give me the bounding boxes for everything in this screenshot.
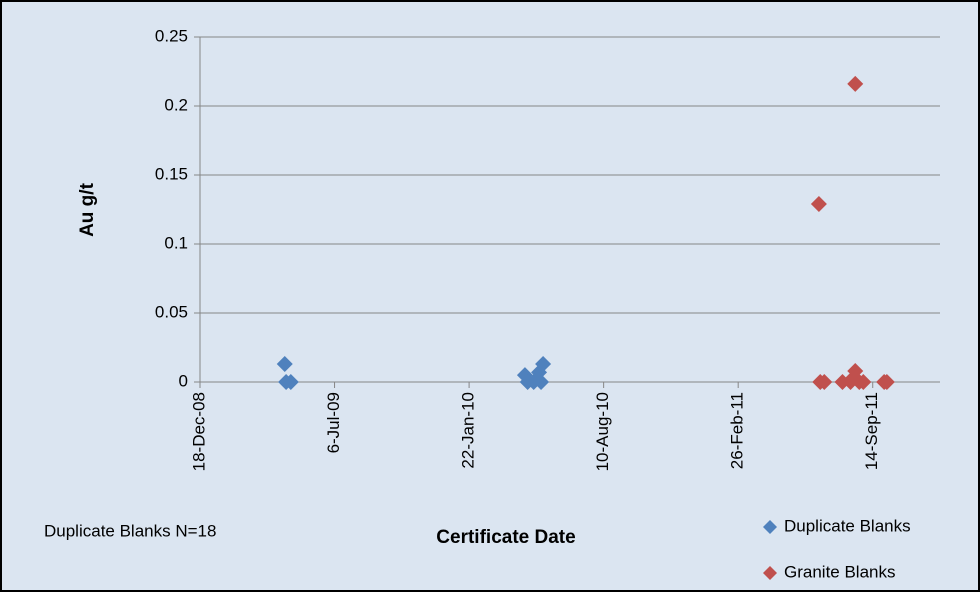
- y-tick-label: 0.25: [155, 26, 188, 45]
- x-tick-label: 6-Jul-09: [324, 392, 343, 453]
- point: [878, 374, 895, 390]
- point: [845, 369, 862, 386]
- y-tick-label: 0.1: [164, 233, 188, 252]
- legend-marker: [763, 520, 777, 534]
- y-tick-label: 0: [179, 371, 188, 390]
- point: [816, 374, 833, 390]
- x-tick-label: 26-Feb-11: [728, 392, 747, 469]
- legend-label: Duplicate Blanks: [784, 516, 911, 535]
- legend-marker: [763, 566, 777, 580]
- point: [810, 195, 827, 212]
- x-tick-label: 14-Sep-11: [862, 392, 881, 470]
- y-tick-label: 0.15: [155, 164, 188, 183]
- x-axis-label: Certificate Date: [436, 527, 575, 548]
- y-tick-label: 0.2: [164, 95, 188, 114]
- x-tick-label: 18-Dec-08: [189, 392, 208, 471]
- x-tick-label: 22-Jan-10: [459, 392, 478, 469]
- point: [533, 374, 550, 390]
- point: [276, 356, 293, 373]
- legend-label: Granite Blanks: [784, 562, 896, 581]
- x-tick-label: 10-Aug-10: [593, 392, 612, 471]
- y-tick-label: 0.05: [155, 302, 188, 321]
- point: [282, 374, 299, 390]
- y-axis-label: Au g/t: [77, 182, 98, 236]
- point: [847, 75, 864, 92]
- point: [535, 356, 552, 373]
- annotation: Duplicate Blanks N=18: [44, 521, 216, 540]
